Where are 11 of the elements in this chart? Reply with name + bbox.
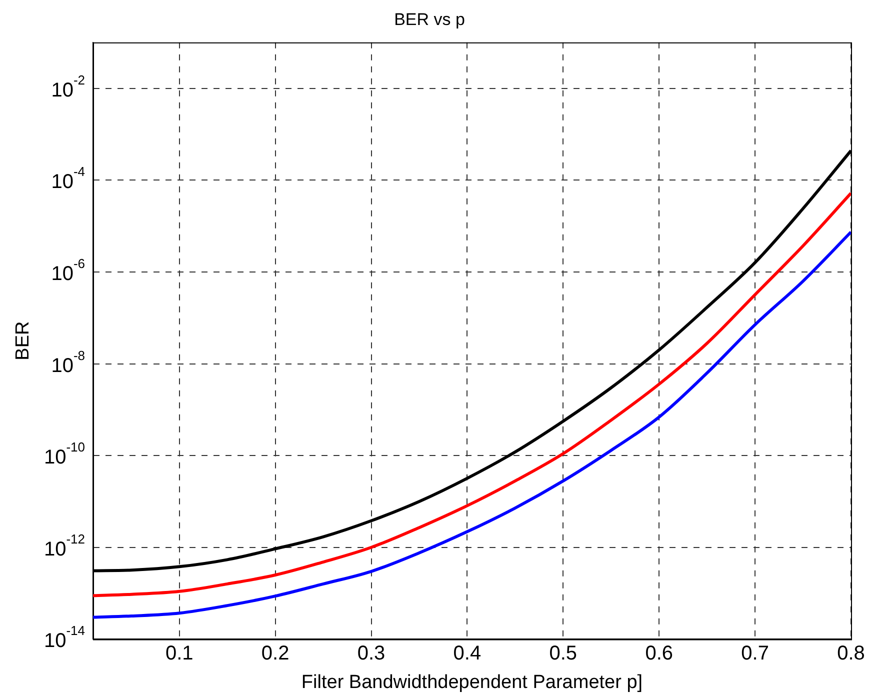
x-axis-title: Filter Bandwidthdependent Parameter p] <box>301 672 643 693</box>
x-tick-label: 0.8 <box>837 642 865 665</box>
x-tick-label: 0.7 <box>741 642 769 665</box>
x-tick-label: 0.5 <box>549 642 578 665</box>
x-tick-label: 0.6 <box>645 642 674 665</box>
chart-title: BER vs p <box>394 10 465 29</box>
x-tick-label: 0.3 <box>357 642 386 665</box>
y-axis-title: BER <box>12 321 34 360</box>
x-tick-label: 0.2 <box>261 642 290 665</box>
x-tick-label: 0.1 <box>165 642 194 665</box>
x-tick-label: 0.4 <box>453 642 482 665</box>
